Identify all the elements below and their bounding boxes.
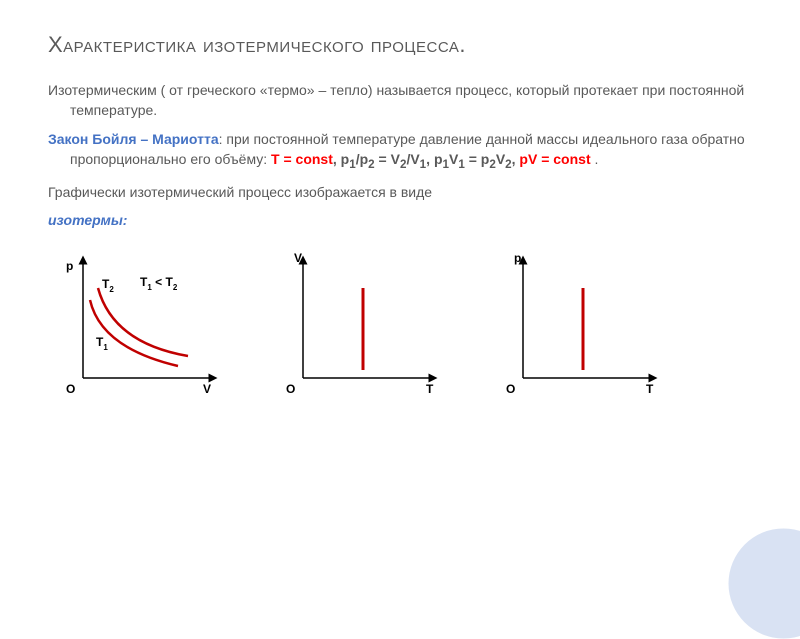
- f-eqA2: /V: [406, 151, 419, 167]
- x-label: T: [426, 382, 434, 396]
- t1-label: T1: [96, 335, 108, 352]
- f-sep1: ,: [333, 151, 341, 167]
- para-2: Закон Бойля – Мариотта: при постоянной т…: [48, 129, 752, 174]
- para-1: Изотермическим ( от греческого «термо» –…: [48, 80, 752, 121]
- t2-label: T2: [102, 277, 114, 294]
- origin: О: [66, 382, 75, 396]
- curve-t2: [98, 288, 188, 356]
- f-V1: V: [449, 151, 458, 167]
- slide-title: Характеристика изотермического процесса.: [48, 32, 752, 58]
- f-dot: .: [591, 151, 599, 167]
- curve-t1: [90, 300, 178, 366]
- para-4: изотермы:: [48, 210, 752, 230]
- x-label: V: [203, 382, 211, 396]
- para-3: Графически изотермический процесс изобра…: [48, 182, 752, 202]
- f-eqA: = V: [375, 151, 400, 167]
- chart-pt-svg: p T О: [498, 248, 678, 398]
- f-V2: V: [496, 151, 505, 167]
- x-label: T: [646, 382, 654, 396]
- chart-pv-svg: p V О T2 T1 T1 < T2: [58, 248, 238, 398]
- y-label: p: [66, 259, 73, 273]
- y-label: V: [294, 251, 302, 265]
- law-name: Закон Бойля – Мариотта: [48, 131, 219, 147]
- origin: О: [506, 382, 515, 396]
- charts-row: p V О T2 T1 T1 < T2 V T О: [48, 248, 752, 398]
- chart-vt: V T О: [278, 248, 458, 398]
- f-sep2: ,: [426, 151, 434, 167]
- f-eqB: = p: [465, 151, 490, 167]
- f-pvconst: pV = const: [519, 151, 590, 167]
- body-text: Изотермическим ( от греческого «термо» –…: [48, 80, 752, 230]
- chart-vt-svg: V T О: [278, 248, 458, 398]
- f-tconst: T = const: [271, 151, 333, 167]
- t-compare: T1 < T2: [140, 275, 178, 292]
- y-label: p: [514, 251, 521, 265]
- f-p2a: p: [360, 151, 369, 167]
- origin: О: [286, 382, 295, 396]
- f-p1a: p: [341, 151, 350, 167]
- f-p1b: p: [434, 151, 443, 167]
- slide: Характеристика изотермического процесса.…: [0, 0, 800, 600]
- chart-pv: p V О T2 T1 T1 < T2: [58, 248, 238, 398]
- chart-pt: p T О: [498, 248, 678, 398]
